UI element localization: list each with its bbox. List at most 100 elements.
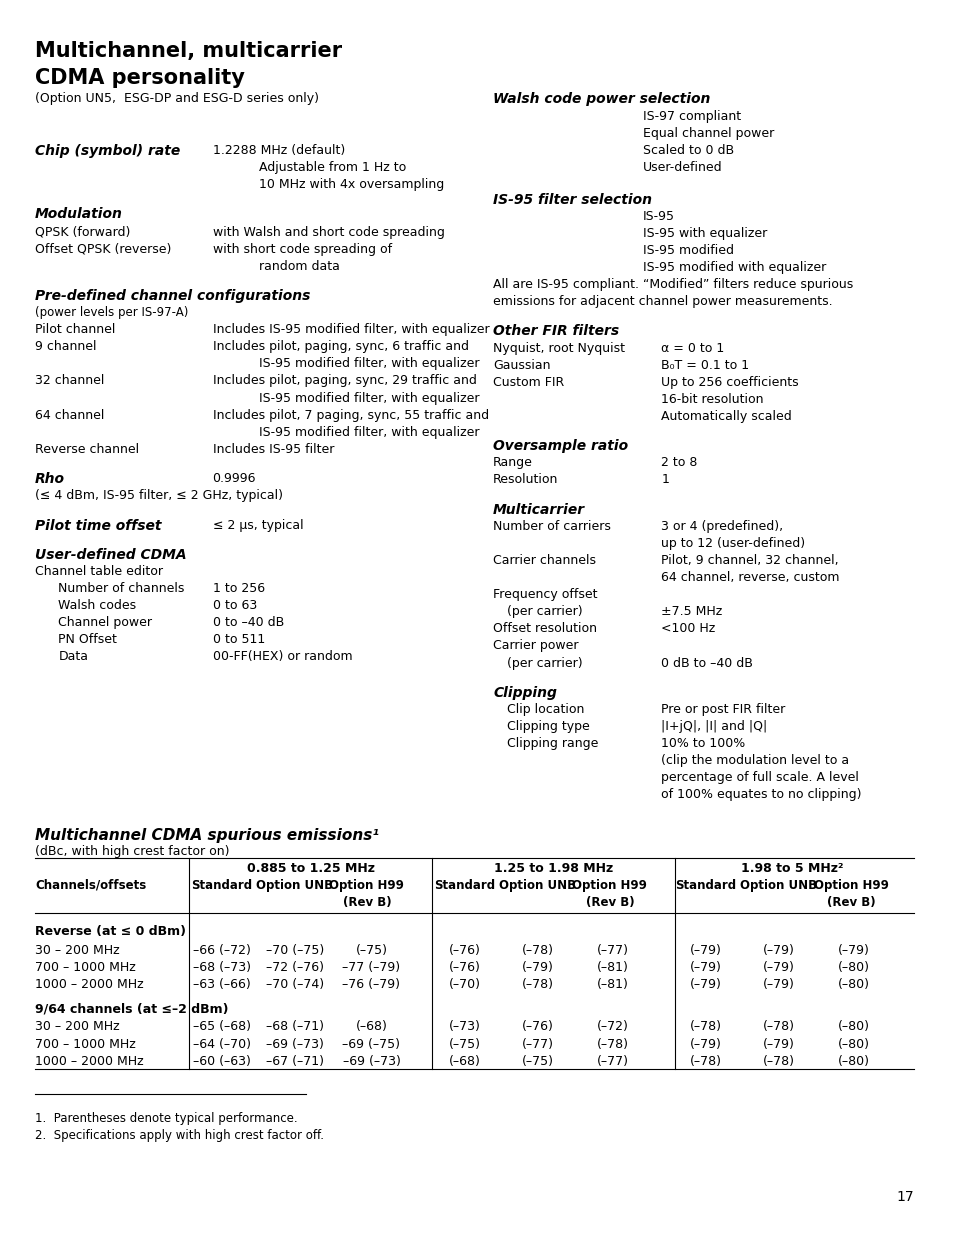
Text: –76 (–79): –76 (–79)	[342, 978, 400, 990]
Text: with Walsh and short code spreading: with Walsh and short code spreading	[213, 226, 444, 238]
Text: Carrier power: Carrier power	[493, 640, 578, 652]
Text: Standard: Standard	[434, 879, 495, 892]
Text: 1000 – 2000 MHz: 1000 – 2000 MHz	[35, 978, 144, 990]
Text: Up to 256 coefficients: Up to 256 coefficients	[660, 375, 798, 389]
Text: 0 to –40 dB: 0 to –40 dB	[213, 616, 284, 630]
Text: Standard: Standard	[192, 879, 253, 892]
Text: Includes pilot, paging, sync, 6 traffic and: Includes pilot, paging, sync, 6 traffic …	[213, 341, 468, 353]
Text: (–80): (–80)	[837, 1055, 869, 1068]
Text: (–75): (–75)	[449, 1037, 480, 1051]
Text: Channel power: Channel power	[58, 616, 152, 630]
Text: Scaled to 0 dB: Scaled to 0 dB	[642, 143, 733, 157]
Text: 1.98 to 5 MHz²: 1.98 to 5 MHz²	[740, 862, 842, 874]
Text: (–78): (–78)	[689, 1020, 721, 1034]
Text: Pre or post FIR filter: Pre or post FIR filter	[660, 703, 784, 716]
Text: IS-95 with equalizer: IS-95 with equalizer	[642, 227, 766, 240]
Text: 16-bit resolution: 16-bit resolution	[660, 393, 763, 406]
Text: |I+jQ|, |I| and |Q|: |I+jQ|, |I| and |Q|	[660, 720, 767, 734]
Text: IS-95 modified filter, with equalizer: IS-95 modified filter, with equalizer	[259, 391, 479, 405]
Text: 0.9996: 0.9996	[213, 472, 255, 485]
Text: Includes IS-95 modified filter, with equalizer: Includes IS-95 modified filter, with equ…	[213, 324, 489, 336]
Text: Adjustable from 1 Hz to: Adjustable from 1 Hz to	[259, 161, 406, 174]
Text: Clipping: Clipping	[493, 685, 557, 700]
Text: Nyquist, root Nyquist: Nyquist, root Nyquist	[493, 342, 624, 354]
Text: (Option UN5,  ESG-DP and ESG-D series only): (Option UN5, ESG-DP and ESG-D series onl…	[35, 93, 318, 105]
Text: Multichannel CDMA spurious emissions¹: Multichannel CDMA spurious emissions¹	[35, 827, 378, 842]
Text: IS-95 modified with equalizer: IS-95 modified with equalizer	[642, 261, 825, 274]
Text: (–68): (–68)	[355, 1020, 387, 1034]
Text: –72 (–76): –72 (–76)	[266, 961, 323, 973]
Text: (–80): (–80)	[837, 978, 869, 990]
Text: (per carrier): (per carrier)	[506, 605, 582, 619]
Text: Option H99: Option H99	[329, 879, 404, 892]
Text: 1: 1	[660, 473, 668, 487]
Text: (–72): (–72)	[596, 1020, 628, 1034]
Text: (Rev B): (Rev B)	[585, 895, 634, 909]
Text: Option UNB: Option UNB	[498, 879, 576, 892]
Text: Modulation: Modulation	[35, 207, 123, 221]
Text: Option UNB: Option UNB	[740, 879, 817, 892]
Text: (–81): (–81)	[596, 978, 628, 990]
Text: –68 (–71): –68 (–71)	[266, 1020, 323, 1034]
Text: 700 – 1000 MHz: 700 – 1000 MHz	[35, 961, 135, 973]
Text: IS-95: IS-95	[642, 210, 674, 222]
Text: 10 MHz with 4x oversampling: 10 MHz with 4x oversampling	[259, 178, 444, 191]
Text: Option H99: Option H99	[813, 879, 887, 892]
Text: (clip the modulation level to a: (clip the modulation level to a	[660, 755, 848, 767]
Text: (–79): (–79)	[837, 944, 869, 957]
Text: 64 channel: 64 channel	[35, 409, 104, 421]
Text: (–79): (–79)	[762, 1037, 794, 1051]
Text: (–70): (–70)	[449, 978, 480, 990]
Text: (–77): (–77)	[596, 944, 628, 957]
Text: Rho: Rho	[35, 472, 65, 487]
Text: (power levels per IS-97-A): (power levels per IS-97-A)	[35, 306, 188, 319]
Text: (–73): (–73)	[449, 1020, 480, 1034]
Text: 64 channel, reverse, custom: 64 channel, reverse, custom	[660, 571, 839, 584]
Text: (–75): (–75)	[521, 1055, 554, 1068]
Text: (–79): (–79)	[689, 961, 721, 973]
Text: ±7.5 MHz: ±7.5 MHz	[660, 605, 721, 619]
Text: Option H99: Option H99	[572, 879, 647, 892]
Text: Resolution: Resolution	[493, 473, 558, 487]
Text: –70 (–74): –70 (–74)	[266, 978, 324, 990]
Text: (–78): (–78)	[689, 1055, 721, 1068]
Text: –68 (–73): –68 (–73)	[193, 961, 251, 973]
Text: –66 (–72): –66 (–72)	[193, 944, 251, 957]
Text: (–79): (–79)	[689, 944, 721, 957]
Text: up to 12 (user-defined): up to 12 (user-defined)	[660, 537, 804, 550]
Text: Multicarrier: Multicarrier	[493, 503, 584, 516]
Text: User-defined: User-defined	[642, 161, 721, 174]
Text: –77 (–79): –77 (–79)	[342, 961, 400, 973]
Text: –60 (–63): –60 (–63)	[193, 1055, 251, 1068]
Text: –63 (–66): –63 (–66)	[193, 978, 251, 990]
Text: (–76): (–76)	[521, 1020, 554, 1034]
Text: User-defined CDMA: User-defined CDMA	[35, 548, 187, 562]
Text: 17: 17	[895, 1189, 913, 1204]
Text: –65 (–68): –65 (–68)	[193, 1020, 251, 1034]
Text: 0.885 to 1.25 MHz: 0.885 to 1.25 MHz	[247, 862, 375, 874]
Text: (–78): (–78)	[596, 1037, 628, 1051]
Text: 1000 – 2000 MHz: 1000 – 2000 MHz	[35, 1055, 144, 1068]
Text: 30 – 200 MHz: 30 – 200 MHz	[35, 944, 119, 957]
Text: Clipping range: Clipping range	[506, 737, 598, 750]
Text: 0 to 511: 0 to 511	[213, 634, 265, 646]
Text: (–77): (–77)	[521, 1037, 554, 1051]
Text: Standard: Standard	[675, 879, 736, 892]
Text: IS-95 filter selection: IS-95 filter selection	[493, 193, 651, 206]
Text: percentage of full scale. A level: percentage of full scale. A level	[660, 772, 859, 784]
Text: Clipping type: Clipping type	[506, 720, 589, 734]
Text: 3 or 4 (predefined),: 3 or 4 (predefined),	[660, 520, 782, 532]
Text: Pilot channel: Pilot channel	[35, 324, 115, 336]
Text: <100 Hz: <100 Hz	[660, 622, 715, 635]
Text: α = 0 to 1: α = 0 to 1	[660, 342, 723, 354]
Text: –69 (–73): –69 (–73)	[342, 1055, 400, 1068]
Text: Option UNB: Option UNB	[256, 879, 333, 892]
Text: Offset QPSK (reverse): Offset QPSK (reverse)	[35, 242, 172, 256]
Text: (–79): (–79)	[762, 961, 794, 973]
Text: Equal channel power: Equal channel power	[642, 127, 773, 140]
Text: Carrier channels: Carrier channels	[493, 555, 596, 567]
Text: Reverse channel: Reverse channel	[35, 443, 139, 456]
Text: 2 to 8: 2 to 8	[660, 456, 697, 469]
Text: –67 (–71): –67 (–71)	[266, 1055, 323, 1068]
Text: Custom FIR: Custom FIR	[493, 375, 563, 389]
